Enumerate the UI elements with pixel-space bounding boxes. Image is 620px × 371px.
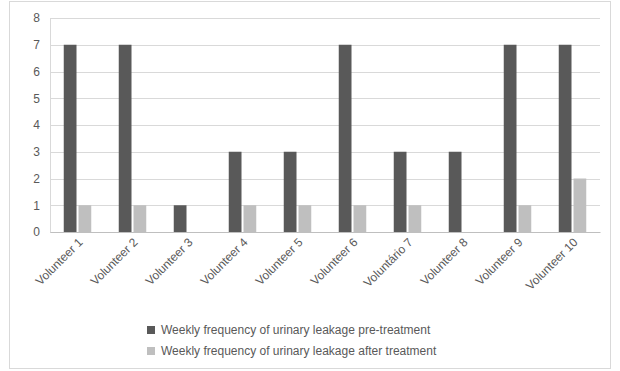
- x-tick-label: Volunteer 2: [88, 235, 141, 288]
- x-tick: Volunteer 9: [473, 232, 526, 288]
- x-axis: Volunteer 1Volunteer 2Volunteer 3Volunte…: [33, 232, 601, 293]
- x-tick: Volunteer 10: [523, 232, 581, 293]
- x-tick: Volunteer 3: [143, 232, 196, 288]
- bars: [64, 45, 587, 232]
- y-tick-label: 8: [33, 11, 40, 25]
- legend-label: Weekly frequency of urinary leakage afte…: [161, 344, 437, 358]
- grid-line: [50, 98, 600, 99]
- legend-swatch: [147, 347, 155, 355]
- y-tick: 0: [33, 225, 50, 239]
- bar: [394, 152, 407, 232]
- x-tick-label: Volunteer 3: [143, 235, 196, 288]
- x-tick-label: Volunteer 6: [308, 235, 361, 288]
- plot: 012345678Volunteer 1Volunteer 2Volunteer…: [33, 11, 601, 292]
- grid-line: [50, 232, 600, 233]
- y-tick-label: 2: [33, 172, 40, 186]
- bar: [464, 232, 477, 233]
- bar: [299, 205, 312, 232]
- legend-label: Weekly frequency of urinary leakage pre-…: [161, 323, 431, 337]
- bar: [409, 205, 422, 232]
- x-tick-label: Voluntário 7: [361, 235, 416, 290]
- x-tick: Volunteer 8: [418, 232, 471, 288]
- bar: [339, 45, 352, 232]
- bar: [134, 205, 147, 232]
- y-tick: 6: [33, 65, 50, 79]
- bar: [519, 205, 532, 232]
- chart-border: [10, 2, 611, 369]
- y-tick-label: 6: [33, 65, 40, 79]
- bar: [189, 232, 202, 233]
- x-tick: Volunteer 2: [88, 232, 141, 288]
- bar: [449, 152, 462, 232]
- bar: [574, 179, 587, 233]
- y-tick-label: 7: [33, 38, 40, 52]
- bar: [244, 205, 257, 232]
- legend-swatch: [147, 326, 155, 334]
- grid-line: [50, 205, 600, 206]
- grid-line: [50, 125, 600, 126]
- y-tick-label: 3: [33, 145, 40, 159]
- bar: [504, 45, 517, 232]
- y-tick-label: 5: [33, 92, 40, 106]
- bar: [284, 152, 297, 232]
- y-tick: 7: [33, 38, 50, 52]
- y-tick: 3: [33, 145, 50, 159]
- y-tick: 1: [33, 199, 50, 213]
- bar: [559, 45, 572, 232]
- x-tick-label: Volunteer 9: [473, 235, 526, 288]
- y-tick-label: 1: [33, 199, 40, 213]
- bar: [174, 205, 187, 232]
- x-tick: Volunteer 6: [308, 232, 361, 288]
- x-tick: Voluntário 7: [361, 232, 416, 290]
- bar: [229, 152, 242, 232]
- chart: 012345678Volunteer 1Volunteer 2Volunteer…: [0, 0, 620, 371]
- bar: [119, 45, 132, 232]
- x-tick: Volunteer 5: [253, 232, 306, 288]
- x-tick-label: Volunteer 10: [523, 235, 581, 293]
- legend: Weekly frequency of urinary leakage pre-…: [147, 323, 437, 358]
- x-tick: Volunteer 4: [198, 232, 251, 288]
- y-tick-label: 0: [33, 225, 40, 239]
- y-tick-label: 4: [33, 118, 40, 132]
- x-axis-line: [51, 232, 601, 233]
- y-tick: 8: [33, 11, 50, 25]
- grid-line: [50, 72, 600, 73]
- grid-line: [50, 179, 600, 180]
- grid-line: [50, 18, 600, 19]
- x-tick-label: Volunteer 1: [33, 235, 86, 288]
- bar: [79, 205, 92, 232]
- y-tick: 2: [33, 172, 50, 186]
- x-tick-label: Volunteer 4: [198, 235, 251, 288]
- x-tick: Volunteer 1: [33, 232, 86, 288]
- y-axis: 0 1 2 3 4 5 6 7 8: [33, 11, 50, 239]
- bar: [64, 45, 77, 232]
- bar: [354, 205, 367, 232]
- y-tick: 4: [33, 118, 50, 132]
- grid: [50, 19, 600, 233]
- x-tick-label: Volunteer 8: [418, 235, 471, 288]
- grid-line: [50, 45, 600, 46]
- grid-line: [50, 152, 600, 153]
- y-axis-line: [50, 19, 51, 233]
- x-tick-label: Volunteer 5: [253, 235, 306, 288]
- y-tick: 5: [33, 92, 50, 106]
